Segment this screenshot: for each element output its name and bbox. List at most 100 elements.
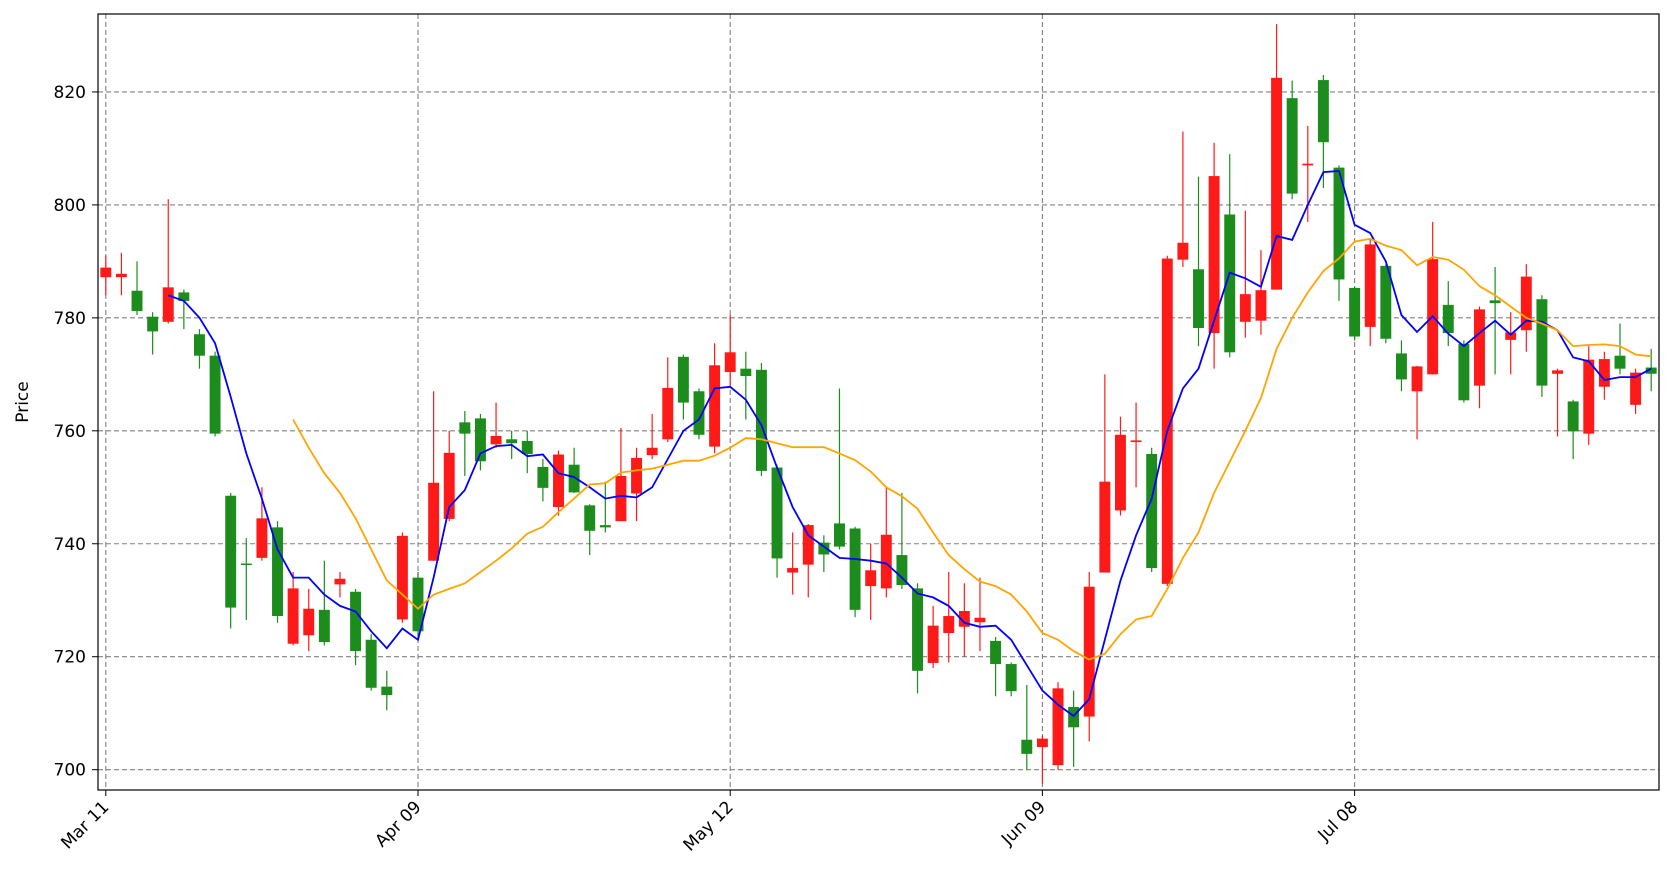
x-tick-label: Apr 09 (371, 797, 425, 851)
candle-body (1411, 366, 1423, 392)
candle-body (802, 525, 814, 565)
candle-body (1036, 738, 1048, 748)
candle-body (771, 467, 783, 559)
candle-body (1286, 98, 1298, 194)
candle-body (474, 418, 486, 462)
candle-body (240, 563, 252, 566)
candle-body (958, 610, 970, 627)
plot-frame (97, 13, 1660, 791)
candle-body (1630, 372, 1642, 405)
candle-body (818, 542, 830, 555)
candle-body (1536, 299, 1548, 386)
candle-body (303, 608, 315, 636)
candle-body (1177, 242, 1189, 260)
candle-body (1005, 664, 1017, 692)
candle-body (490, 435, 502, 445)
candle-body (100, 267, 112, 278)
candle-body (1380, 265, 1392, 339)
candle-body (1583, 359, 1595, 434)
candle-body (1052, 688, 1064, 766)
candle-body (1349, 287, 1361, 337)
candle-body (521, 440, 533, 454)
candle-body (1130, 440, 1142, 443)
candle-body (849, 528, 861, 610)
candle-body (506, 439, 518, 444)
candle-body (693, 391, 705, 435)
candle-body (396, 535, 408, 620)
candle-body (272, 527, 283, 617)
y-tick-label: 760 (54, 422, 86, 442)
candle-body (1333, 167, 1345, 280)
candle-body (834, 523, 845, 547)
candle-body (1161, 258, 1173, 584)
candle-body (131, 290, 143, 312)
candle-body (755, 369, 767, 471)
candle-body (615, 475, 627, 522)
candle-body (1598, 359, 1610, 387)
candle-body (1083, 586, 1095, 717)
candle-body (631, 457, 643, 494)
candle-body (1474, 309, 1485, 386)
candle-body (537, 466, 549, 488)
candle-body (896, 555, 908, 585)
candle-body (1271, 77, 1283, 290)
candle-body (662, 387, 674, 440)
x-tick-label: Jun 09 (997, 797, 1050, 850)
candle-body (209, 355, 221, 434)
candle-body (1114, 434, 1126, 511)
y-tick-label: 740 (54, 535, 86, 555)
candle-body (568, 464, 580, 493)
candle-body (1099, 481, 1111, 573)
moving-average-line (292, 237, 1652, 661)
candle-body (1224, 214, 1236, 353)
candle-body (943, 616, 955, 633)
candle-body (1614, 355, 1626, 369)
candle-body (194, 334, 205, 356)
candle-body (381, 686, 393, 696)
candle-body (1395, 353, 1407, 380)
candle-body (443, 452, 455, 519)
y-axis-label: Price (13, 381, 33, 422)
candle-body (880, 534, 892, 589)
candle-body (178, 292, 190, 301)
candle-body (1146, 453, 1158, 569)
x-tick-label: Jul 08 (1314, 797, 1362, 845)
candle-body (584, 505, 596, 531)
candle-body (1442, 304, 1454, 334)
y-tick-label: 720 (54, 648, 86, 668)
candle-body (287, 588, 299, 644)
candle-body (350, 591, 362, 652)
y-tick-label: 780 (54, 309, 86, 329)
candle-body (1645, 367, 1657, 374)
candle-body (646, 447, 658, 456)
candle-body (1021, 739, 1033, 754)
x-tick-label: Mar 11 (57, 797, 113, 853)
candle-body (787, 568, 799, 573)
candle-body (334, 578, 346, 585)
candle-body (365, 639, 377, 688)
candle-body (256, 518, 268, 558)
candle-body (412, 577, 424, 632)
y-tick-label: 800 (54, 196, 86, 216)
candle-body (709, 365, 721, 447)
candle-body (459, 422, 471, 434)
candle-body (865, 570, 877, 587)
candle-body (428, 482, 440, 561)
candle-body (1317, 80, 1329, 143)
candle-body (974, 617, 986, 623)
candle-body (1505, 332, 1517, 340)
candle-body (1489, 300, 1501, 304)
candle-body (1364, 244, 1376, 327)
moving-average-line (167, 170, 1652, 718)
y-tick-label: 700 (54, 761, 86, 781)
candle-body (1255, 290, 1267, 321)
candle-body (162, 287, 174, 322)
candle-body (1193, 269, 1204, 329)
candle-body (1458, 343, 1470, 401)
candle-body (724, 352, 736, 373)
candle-body (990, 640, 1002, 665)
candle-body (318, 609, 330, 643)
y-tick-label: 820 (54, 83, 86, 103)
candle-body (115, 273, 127, 278)
